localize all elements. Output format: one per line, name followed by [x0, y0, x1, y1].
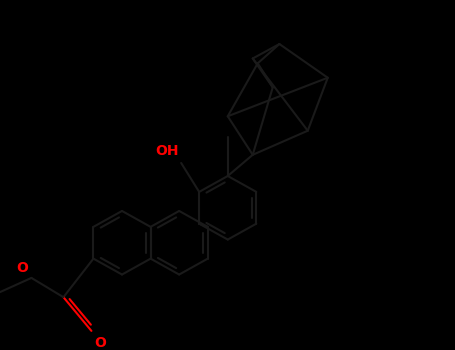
Text: OH: OH: [156, 144, 179, 158]
Text: O: O: [16, 261, 28, 275]
Text: O: O: [95, 336, 106, 350]
